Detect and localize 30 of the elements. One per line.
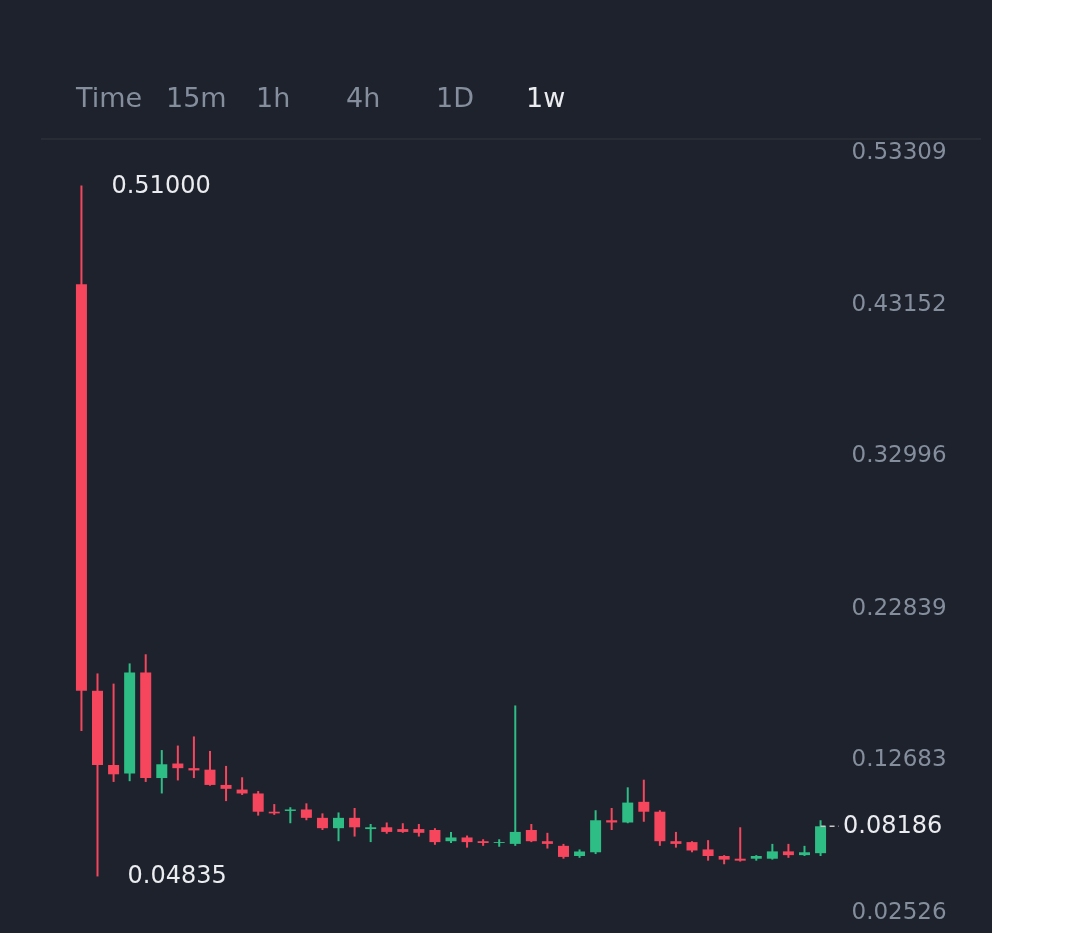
y-tick-label: 0.53309	[851, 137, 947, 164]
annotation: 0.04835	[127, 861, 227, 890]
candlestick	[349, 806, 361, 838]
candlestick	[493, 838, 505, 848]
candlestick	[525, 822, 537, 844]
text: 1w	[526, 82, 566, 113]
y-tick-label: 0.43152	[851, 289, 947, 316]
candlestick	[702, 839, 714, 862]
y-tick-label: 0.22839	[851, 593, 947, 620]
y-tick-label: 0.12683	[851, 745, 947, 772]
annotation: 0.51000	[111, 170, 211, 199]
candlestick	[156, 749, 168, 795]
ref-line-label: 0.08186	[843, 811, 943, 840]
candlestick	[734, 826, 746, 863]
candlestick	[638, 778, 650, 823]
candlestick	[622, 786, 634, 825]
y-tick-label: 0.02526	[851, 897, 947, 924]
candlestick	[333, 811, 345, 843]
text: 15m	[166, 82, 227, 113]
candlestick	[204, 749, 216, 787]
candlestick	[108, 682, 120, 783]
text: 4h	[346, 82, 381, 113]
candlestick	[509, 704, 521, 847]
text: Time	[75, 82, 143, 113]
text: 1h	[256, 82, 291, 113]
text: 1D	[436, 82, 474, 113]
candlestick	[220, 764, 232, 803]
candlestick	[365, 822, 377, 844]
candlestick	[252, 790, 264, 817]
y-tick-label: 0.32996	[851, 441, 947, 468]
